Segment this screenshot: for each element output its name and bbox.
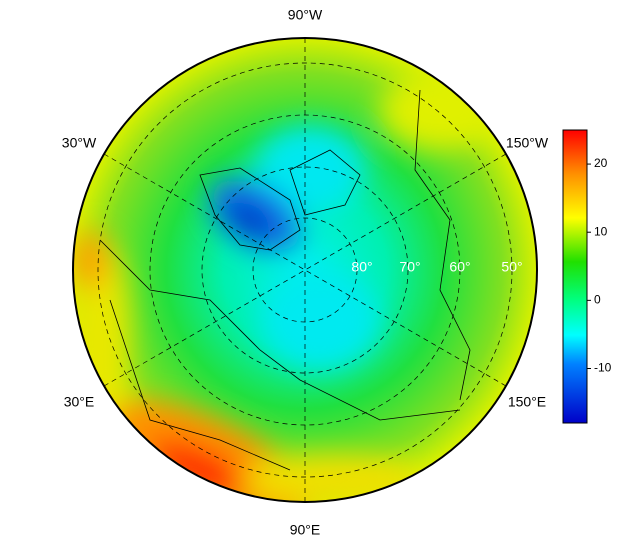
latitude-label: 50°: [501, 259, 522, 275]
colorbar-tick-label: 20: [594, 156, 608, 170]
longitude-label: 90°W: [288, 7, 323, 23]
colorbar-tick-label: -10: [594, 361, 612, 375]
longitude-label: 30°W: [62, 135, 97, 151]
colorbar: [562, 129, 588, 424]
latitude-label: 80°: [351, 259, 372, 275]
colorbar-tick-label: 0: [594, 293, 601, 307]
field: [73, 38, 537, 502]
latitude-label: 60°: [449, 259, 470, 275]
longitude-label: 150°E: [508, 394, 546, 410]
longitude-label: 150°W: [506, 135, 549, 151]
colorbar-tick-label: 10: [594, 224, 608, 238]
longitude-label: 30°E: [64, 394, 95, 410]
longitude-label: 90°E: [290, 522, 321, 538]
map-border: [72, 37, 538, 503]
latitude-label: 70°: [399, 259, 420, 275]
